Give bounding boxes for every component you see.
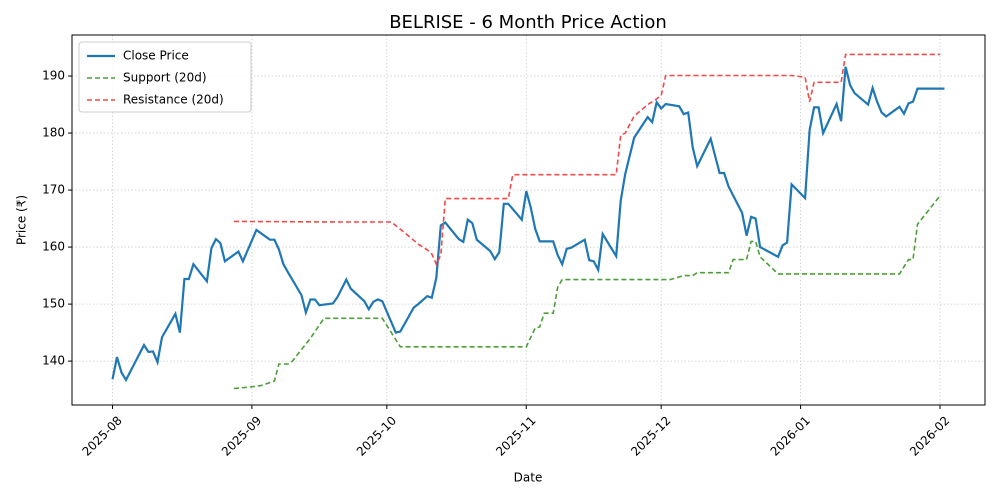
legend-label: Close Price (123, 49, 189, 63)
plot-frame (71, 34, 986, 406)
chart-title: BELRISE - 6 Month Price Action (389, 12, 667, 33)
series-line (111, 66, 945, 383)
legend-label: Support (20d) (123, 71, 207, 85)
y-tick-label: 180 (42, 126, 65, 140)
series-line (233, 53, 940, 267)
legend-label: Resistance (20d) (123, 93, 224, 107)
y-axis-label: Price (₹) (15, 195, 29, 245)
y-tick-label: 150 (42, 297, 65, 311)
x-axis-label: Date (514, 471, 543, 485)
legend: Close Price Support (20d) Resistance (20d) (78, 41, 252, 113)
y-tick-label: 190 (42, 69, 65, 83)
legend-box (78, 41, 252, 113)
y-tick-label: 170 (42, 183, 65, 197)
y-tick-label: 140 (42, 354, 65, 368)
series-line (233, 195, 941, 390)
y-tick-label: 160 (42, 240, 65, 254)
